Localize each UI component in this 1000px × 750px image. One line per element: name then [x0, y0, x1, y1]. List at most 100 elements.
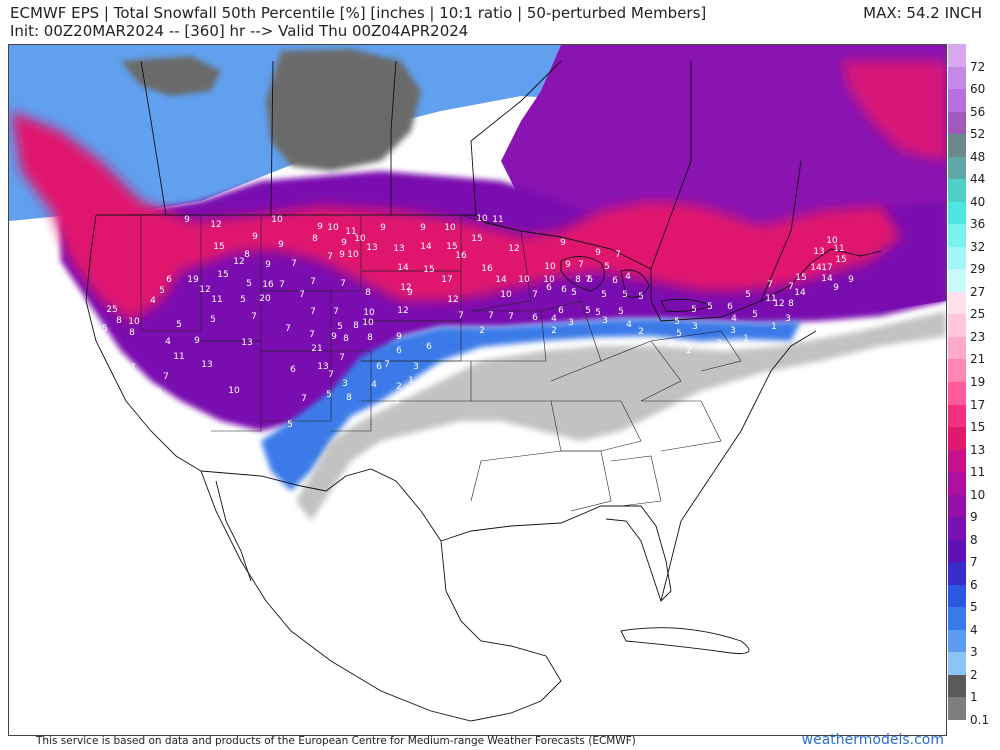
snowfall-value-label: 7: [585, 275, 591, 285]
snowfall-value-label: 8: [365, 288, 371, 298]
snowfall-value-label: 3: [602, 316, 608, 326]
snowfall-value-label: 3: [342, 379, 348, 389]
snowfall-value-label: 7: [333, 307, 339, 317]
snowfall-value-label: 9: [595, 248, 601, 258]
colorbar-cell: [948, 111, 966, 135]
snowfall-value-label: 5: [595, 308, 601, 318]
colorbar-cell: [948, 539, 966, 563]
snowfall-value-label: 10: [128, 317, 140, 327]
snowfall-value-label: 12: [397, 306, 408, 316]
snowfall-value-label: 12: [508, 244, 519, 254]
colorbar-cell: [948, 336, 966, 360]
snowfall-value-label: 10: [826, 236, 838, 246]
snowfall-value-label: 13: [366, 243, 377, 253]
snowfall-value-label: 8: [129, 328, 135, 338]
snowfall-value-label: 3: [568, 318, 574, 328]
snowfall-value-label: 12: [447, 295, 458, 305]
snowfall-value-label: 6: [166, 275, 172, 285]
map-title: ECMWF EPS | Total Snowfall 50th Percenti…: [10, 4, 707, 22]
colorbar-cell: [948, 359, 966, 383]
max-snowfall-label: MAX: 54.2 INCH: [863, 4, 982, 22]
colorbar-cell: [948, 697, 966, 721]
snowfall-value-label: 6: [612, 276, 618, 286]
snowfall-value-label: 6: [532, 313, 538, 323]
snowfall-value-label: 6: [290, 365, 296, 375]
snowfall-value-label: 2: [686, 346, 692, 356]
snowfall-value-label: 9: [380, 223, 386, 233]
region-magenta-band: [11, 111, 901, 321]
snowfall-value-label: 5: [752, 310, 758, 320]
colorbar-cell: [948, 201, 966, 225]
snowfall-value-label: 15: [835, 255, 846, 265]
colorbar-label: 0.1: [970, 713, 990, 727]
snowfall-value-label: 7: [532, 290, 538, 300]
colorbar-label: 2: [970, 667, 978, 682]
snowfall-value-label: 13: [393, 244, 404, 254]
snowfall-value-label: 8: [788, 299, 794, 309]
colorbar-cell: [948, 89, 966, 113]
snowfall-value-label: 9: [331, 332, 337, 342]
colorbar-cell: [948, 404, 966, 428]
snowfall-value-label: 10: [476, 214, 488, 224]
snowfall-value-label: 8: [343, 334, 349, 344]
snowfall-value-label: 7: [458, 311, 464, 321]
snowfall-value-label: 14: [794, 288, 806, 298]
snowfall-value-label: 10: [354, 234, 366, 244]
colorbar-cell: [948, 472, 966, 496]
snowfall-value-label: 15: [471, 234, 482, 244]
snowfall-value-label: 6: [546, 283, 552, 293]
colorbar-label: 10: [970, 487, 986, 502]
snowfall-value-label: 16: [455, 251, 467, 261]
snowfall-value-label: 5: [622, 290, 628, 300]
snowfall-value-label: 1: [394, 396, 400, 406]
snowfall-value-label: 11: [833, 244, 844, 254]
snowfall-value-label: 9: [278, 240, 284, 250]
snowfall-value-label: 7: [285, 324, 291, 334]
snowfall-value-label: 5: [618, 307, 624, 317]
site-link[interactable]: weathermodels.com: [801, 732, 944, 748]
snowfall-value-label: 5: [159, 286, 165, 296]
snowfall-value-label: 3: [692, 322, 698, 332]
colorbar-label: 5: [970, 600, 978, 615]
snowfall-value-label: 9: [194, 336, 200, 346]
colorbar-cell: [948, 291, 966, 315]
snowfall-value-label: 5: [676, 329, 682, 339]
snowfall-value-label: 13: [201, 360, 212, 370]
snowfall-value-label: 7: [327, 252, 333, 262]
snowfall-value-label: 8: [312, 234, 318, 244]
colorbar-label: 27: [970, 284, 986, 299]
colorbar-cell: [948, 179, 966, 203]
snowfall-value-label: 6: [376, 362, 382, 372]
region-canada-grey-west: [121, 56, 221, 96]
snowfall-value-label: 5: [176, 320, 182, 330]
colorbar-label: 40: [970, 194, 986, 209]
snowfall-value-label: 12: [773, 299, 784, 309]
snowfall-value-label: 5: [585, 306, 591, 316]
snowfall-value-label: 7: [291, 259, 297, 269]
snowfall-value-label: 15: [213, 242, 224, 252]
colorbar-label: 1: [970, 690, 978, 705]
colorbar-label: 3: [970, 645, 978, 660]
snowfall-value-label: 6: [561, 285, 567, 295]
colorbar-label: 19: [970, 375, 986, 389]
snowfall-value-label: 5: [604, 262, 610, 272]
snowfall-value-label: 7: [279, 280, 285, 290]
snowfall-value-label: 5: [674, 317, 680, 327]
snowfall-value-label: 10: [543, 275, 555, 285]
snowfall-value-label: 16: [262, 280, 274, 290]
snowfall-value-label: 8: [244, 250, 250, 260]
snowfall-value-label: 7: [251, 312, 257, 322]
snowfall-value-label: 7: [309, 330, 315, 340]
snowfall-value-label: 14: [495, 275, 507, 285]
snowfall-value-label: 15: [795, 273, 806, 283]
colorbar-label: 60: [970, 82, 986, 97]
snowfall-value-label: 14: [810, 263, 822, 273]
snowfall-value-label: 13: [317, 362, 328, 372]
snowfall-value-label: 9: [317, 222, 323, 232]
snowfall-value-label: 4: [150, 296, 156, 306]
colorbar-label: 52: [970, 127, 986, 142]
snowfall-value-label: 5: [337, 322, 343, 332]
colorbar-label: 23: [970, 329, 986, 344]
colorbar-cell: [948, 44, 966, 68]
snowfall-value-label: 7: [384, 360, 390, 370]
